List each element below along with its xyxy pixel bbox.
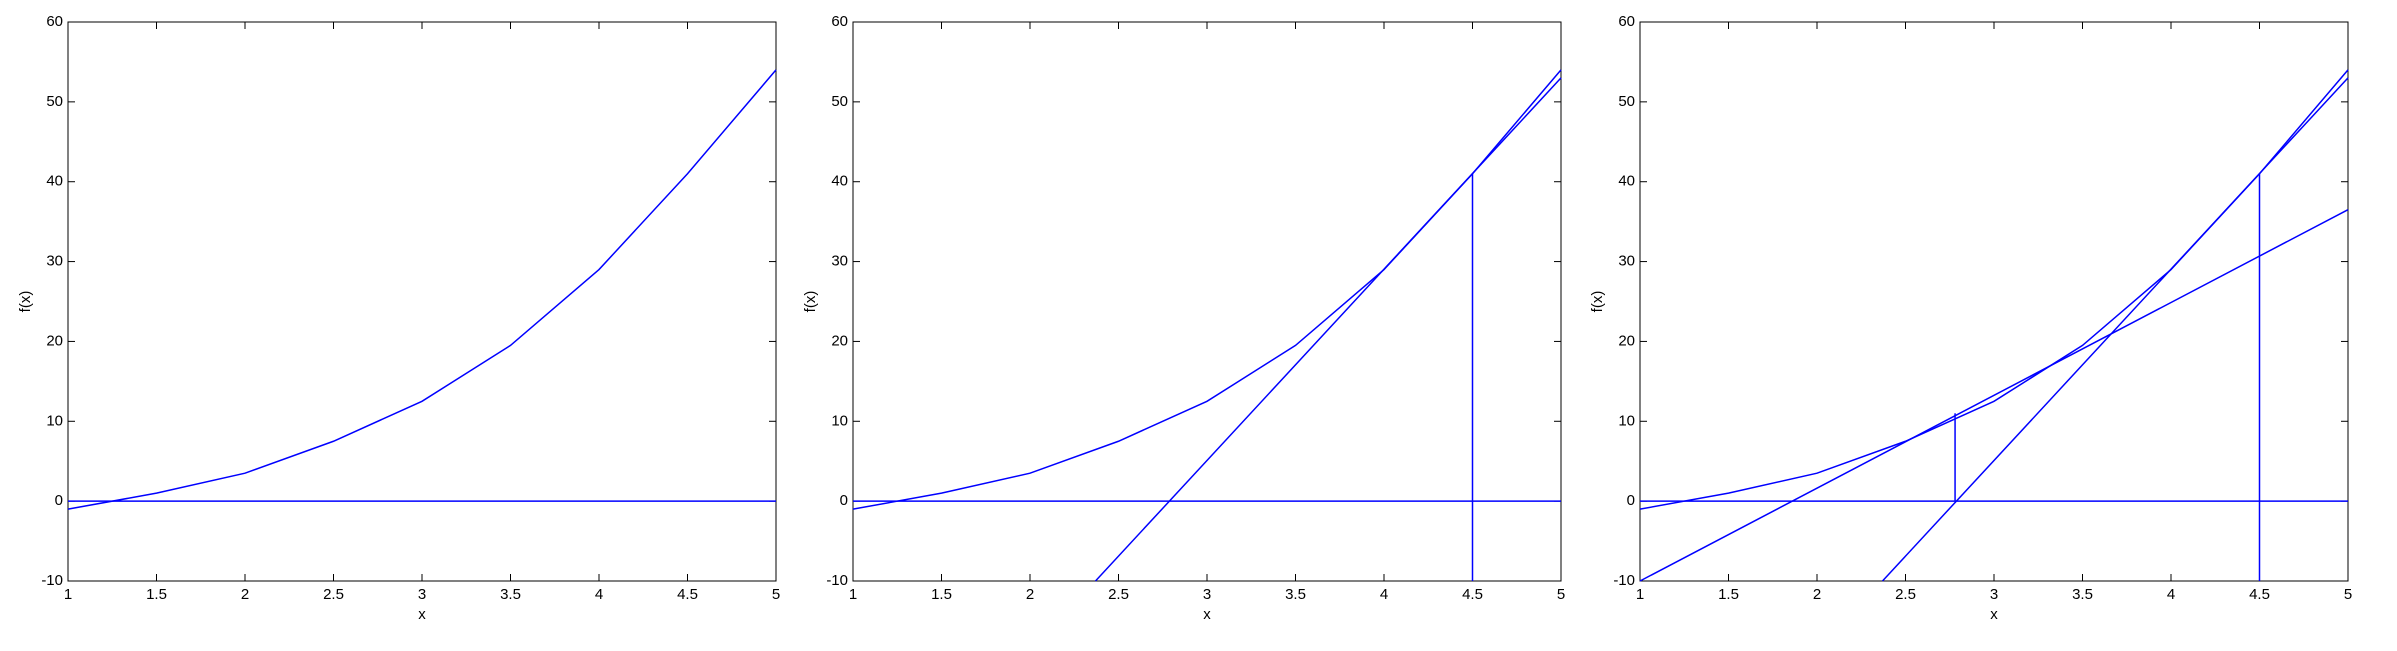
series-line: [1639, 209, 2349, 582]
x-axis-label: x: [1990, 606, 1998, 623]
x-tick-label: 2.5: [1895, 586, 1916, 603]
plot-frame: [67, 21, 777, 582]
series-line: [1881, 77, 2349, 582]
y-tick-label: 20: [46, 332, 63, 349]
y-tick-label: 40: [1618, 173, 1635, 190]
x-tick-label: 3.5: [2072, 586, 2093, 603]
y-tick-label: -10: [41, 572, 63, 589]
x-tick-label: 2: [1813, 586, 1821, 603]
subplot: 1 1.5 2 2.5 3 3.5 4 4.5 5 -10 0 10 20 30 40 50 60 x f(x): [17, 13, 780, 623]
y-tick-label: 10: [1618, 412, 1635, 429]
x-tick-label: 3: [1990, 586, 1998, 603]
x-tick-label: 4: [1380, 586, 1388, 603]
x-tick-label: 3.5: [1285, 586, 1306, 603]
y-tick-label: 30: [46, 253, 63, 270]
y-tick-label: 30: [1618, 253, 1635, 270]
x-tick-label: 4.5: [677, 586, 698, 603]
x-tick-label: 1.5: [931, 586, 952, 603]
y-tick-label: 50: [1618, 93, 1635, 110]
x-tick-label: 1.5: [146, 586, 167, 603]
subplot: 1 1.5 2 2.5 3 3.5 4 4.5 5 -10 0 10 20 30 40 50 60 x f(x): [1589, 13, 2352, 623]
x-tick-label: 4: [2167, 586, 2175, 603]
y-tick-label: -10: [1613, 572, 1635, 589]
x-tick-label: 5: [1557, 586, 1565, 603]
y-tick-label: 30: [831, 253, 848, 270]
x-tick-label: 3: [418, 586, 426, 603]
y-tick-label: 0: [1627, 492, 1635, 509]
series-line: [67, 69, 777, 510]
x-tick-label: 5: [2344, 586, 2352, 603]
x-tick-label: 2: [1026, 586, 1034, 603]
x-axis-label: x: [1203, 606, 1211, 623]
x-tick-label: 4: [595, 586, 603, 603]
y-tick-label: 40: [831, 173, 848, 190]
x-tick-label: 2: [241, 586, 249, 603]
y-tick-label: 40: [46, 173, 63, 190]
y-tick-label: 60: [831, 13, 848, 30]
subplot: 1 1.5 2 2.5 3 3.5 4 4.5 5 -10 0 10 20 30 40 50 60 x f(x): [802, 13, 1565, 623]
y-tick-label: 0: [55, 492, 63, 509]
x-tick-label: 4.5: [2249, 586, 2270, 603]
y-axis-label: f(x): [802, 291, 819, 313]
y-tick-label: 20: [1618, 332, 1635, 349]
x-tick-label: 3.5: [500, 586, 521, 603]
x-tick-label: 4.5: [1462, 586, 1483, 603]
y-axis-label: f(x): [1589, 291, 1606, 313]
y-tick-label: 10: [46, 412, 63, 429]
plot-frame: [1639, 21, 2349, 582]
y-tick-label: 50: [831, 93, 848, 110]
x-tick-label: 5: [772, 586, 780, 603]
x-tick-label: 1: [849, 586, 857, 603]
x-tick-label: 1.5: [1718, 586, 1739, 603]
x-tick-label: 2.5: [323, 586, 344, 603]
y-tick-label: 60: [1618, 13, 1635, 30]
y-tick-label: 10: [831, 412, 848, 429]
y-axis-label: f(x): [17, 291, 34, 313]
x-axis-label: x: [418, 606, 426, 623]
x-tick-label: 3: [1203, 586, 1211, 603]
x-tick-label: 1: [64, 586, 72, 603]
y-tick-label: 60: [46, 13, 63, 30]
y-tick-label: 50: [46, 93, 63, 110]
plot-frame: [852, 21, 1562, 582]
y-tick-label: -10: [826, 572, 848, 589]
series-line: [1094, 77, 1562, 582]
x-tick-label: 1: [1636, 586, 1644, 603]
x-tick-label: 2.5: [1108, 586, 1129, 603]
y-tick-label: 0: [840, 492, 848, 509]
y-tick-label: 20: [831, 332, 848, 349]
